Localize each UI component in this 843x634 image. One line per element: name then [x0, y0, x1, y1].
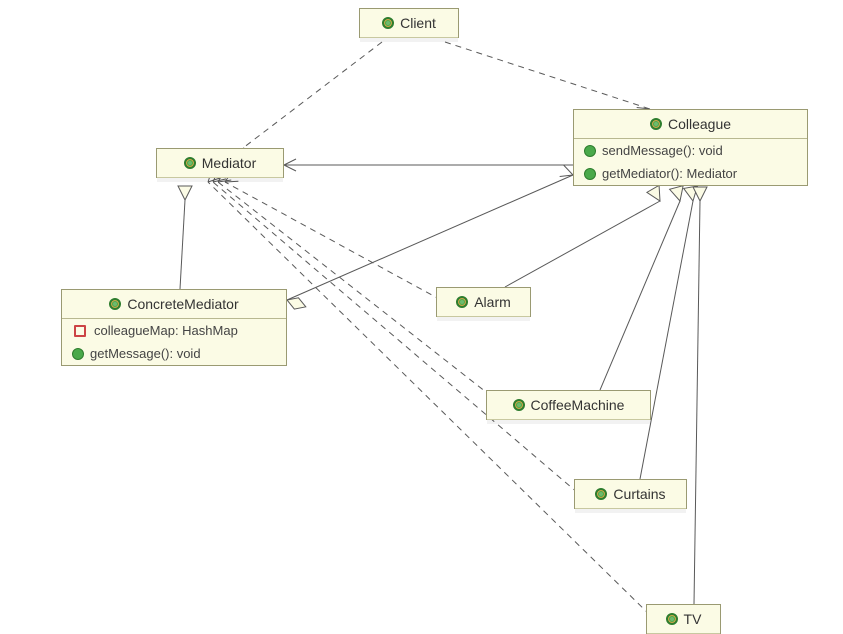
class-name-label: CoffeeMachine [531, 397, 625, 413]
uml-class-client[interactable]: Client [359, 8, 459, 38]
edge-curtains-colleague [640, 201, 693, 479]
class-name-label: Alarm [474, 294, 511, 310]
edge-alarm-mediator [225, 182, 441, 300]
class-title: Curtains [575, 480, 686, 508]
class-icon [109, 298, 121, 310]
class-icon [382, 17, 394, 29]
decoration-bar [575, 508, 686, 513]
class-icon [513, 399, 525, 411]
edge-marker [670, 186, 687, 203]
decoration-bar [157, 177, 283, 182]
class-title: Mediator [157, 149, 283, 177]
class-member: sendMessage(): void [574, 139, 807, 162]
class-name-label: Colleague [668, 116, 731, 132]
edge-alarm-colleague [505, 201, 660, 287]
class-name-label: ConcreteMediator [127, 296, 238, 312]
class-name-label: Client [400, 15, 436, 31]
class-icon [595, 488, 607, 500]
public-icon [584, 145, 596, 157]
class-icon [666, 613, 678, 625]
edge-coffeeMachine-colleague [600, 201, 680, 390]
edge-marker [284, 159, 296, 171]
uml-class-mediator[interactable]: Mediator [156, 148, 284, 178]
class-name-label: Mediator [202, 155, 256, 171]
private-icon [74, 325, 86, 337]
uml-class-tv[interactable]: TV [646, 604, 721, 634]
edge-marker [178, 186, 192, 200]
public-icon [584, 168, 596, 180]
member-label: sendMessage(): void [602, 143, 723, 158]
edge-marker [693, 187, 707, 201]
class-member: getMediator(): Mediator [574, 162, 807, 185]
class-title: ConcreteMediator [62, 290, 286, 319]
edge-concreteMediator-colleague [287, 175, 573, 300]
decoration-bar [360, 37, 458, 42]
class-icon [650, 118, 662, 130]
class-icon [456, 296, 468, 308]
edge-concreteMediator-mediator [180, 200, 185, 289]
class-name-label: TV [684, 611, 702, 627]
uml-class-coffeeMachine[interactable]: CoffeeMachine [486, 390, 651, 420]
member-label: getMediator(): Mediator [602, 166, 737, 181]
member-label: colleagueMap: HashMap [94, 323, 238, 338]
edge-tv-colleague [694, 201, 700, 604]
class-member: colleagueMap: HashMap [62, 319, 286, 342]
uml-class-curtains[interactable]: Curtains [574, 479, 687, 509]
edge-marker [647, 185, 666, 204]
edge-marker [684, 186, 700, 202]
class-member: getMessage(): void [62, 342, 286, 365]
class-icon [184, 157, 196, 169]
uml-class-concreteMediator[interactable]: ConcreteMediator colleagueMap: HashMap get… [61, 289, 287, 366]
decoration-bar [487, 419, 650, 424]
public-icon [72, 348, 84, 360]
class-name-label: Curtains [613, 486, 665, 502]
member-label: getMessage(): void [90, 346, 201, 361]
class-title: TV [647, 605, 720, 633]
uml-class-colleague[interactable]: Colleague sendMessage(): void getMediator(… [573, 109, 808, 186]
edge-client-colleague [445, 42, 650, 109]
class-title: CoffeeMachine [487, 391, 650, 419]
class-title: Client [360, 9, 458, 37]
edge-client-mediator [243, 42, 382, 148]
edge-marker [285, 294, 308, 312]
decoration-bar [437, 316, 530, 321]
class-title: Colleague [574, 110, 807, 139]
uml-class-alarm[interactable]: Alarm [436, 287, 531, 317]
class-title: Alarm [437, 288, 530, 316]
